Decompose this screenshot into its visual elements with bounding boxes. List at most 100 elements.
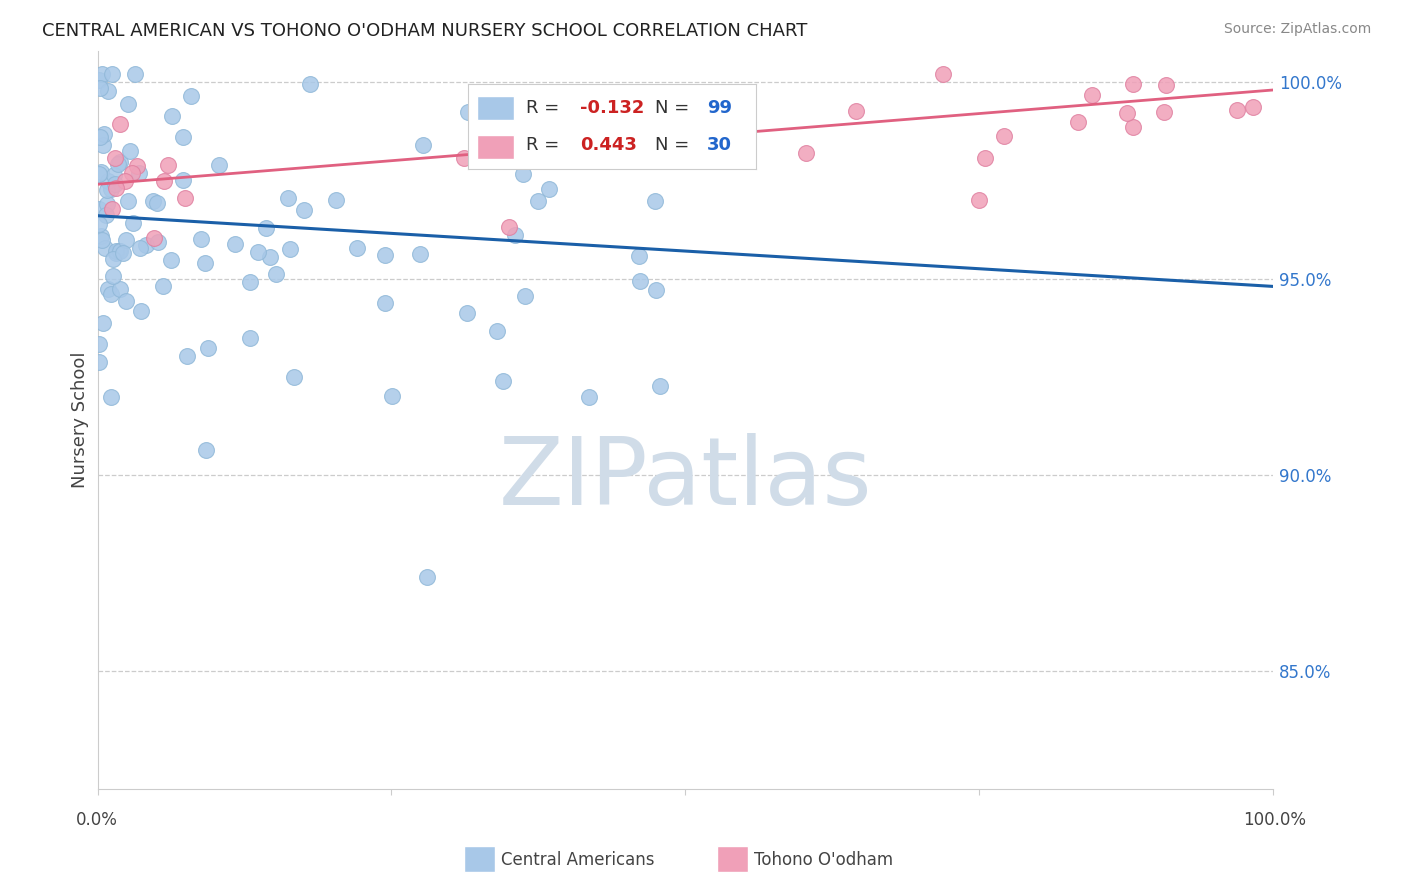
Point bbox=[121, 166, 143, 180]
Point bbox=[537, 181, 560, 195]
Point bbox=[100, 286, 122, 301]
Point bbox=[87, 355, 110, 369]
Point bbox=[512, 167, 534, 181]
Point bbox=[1115, 106, 1137, 120]
Point bbox=[117, 194, 139, 208]
Point bbox=[153, 174, 176, 188]
Point bbox=[105, 246, 128, 260]
Point bbox=[845, 103, 868, 118]
Point bbox=[160, 109, 183, 123]
Point bbox=[527, 194, 550, 208]
Point bbox=[172, 173, 194, 187]
Point bbox=[112, 246, 135, 260]
Text: Central Americans: Central Americans bbox=[501, 851, 654, 869]
Point bbox=[89, 130, 111, 145]
Text: 100.0%: 100.0% bbox=[1243, 812, 1306, 830]
Point bbox=[110, 244, 132, 258]
Y-axis label: Nursery School: Nursery School bbox=[72, 351, 89, 488]
Point bbox=[993, 129, 1015, 144]
Point bbox=[457, 104, 479, 119]
Point bbox=[294, 202, 316, 217]
Point bbox=[96, 197, 118, 211]
Point bbox=[114, 174, 136, 188]
Point bbox=[129, 304, 152, 318]
Point bbox=[117, 97, 139, 112]
Point bbox=[101, 268, 124, 283]
Point bbox=[145, 196, 167, 211]
Point bbox=[176, 349, 198, 363]
Point bbox=[87, 167, 110, 181]
Point bbox=[89, 336, 111, 351]
Point bbox=[239, 275, 262, 289]
Point bbox=[90, 233, 112, 247]
Point bbox=[108, 155, 131, 169]
Point bbox=[456, 306, 478, 320]
Point bbox=[1122, 77, 1144, 91]
Point bbox=[160, 252, 183, 267]
Text: CENTRAL AMERICAN VS TOHONO O'ODHAM NURSERY SCHOOL CORRELATION CHART: CENTRAL AMERICAN VS TOHONO O'ODHAM NURSE… bbox=[42, 22, 807, 40]
Point bbox=[1153, 105, 1175, 120]
Point bbox=[194, 256, 217, 270]
Point bbox=[1154, 78, 1177, 92]
Point bbox=[416, 570, 439, 584]
Point bbox=[97, 84, 120, 98]
Point bbox=[412, 137, 434, 152]
Point bbox=[104, 244, 127, 259]
Point bbox=[346, 241, 368, 255]
Point bbox=[208, 158, 231, 172]
Point bbox=[254, 221, 277, 235]
Point bbox=[91, 316, 114, 330]
Point bbox=[409, 246, 432, 260]
Point bbox=[91, 67, 114, 81]
Point bbox=[578, 390, 600, 404]
Point bbox=[381, 389, 404, 403]
Point bbox=[90, 165, 112, 179]
Point bbox=[283, 369, 305, 384]
Point bbox=[101, 252, 124, 266]
Point bbox=[152, 279, 174, 293]
Point bbox=[96, 184, 118, 198]
Point bbox=[325, 193, 347, 207]
Point bbox=[172, 130, 194, 145]
Point bbox=[87, 73, 110, 87]
Point bbox=[969, 193, 991, 207]
Point bbox=[104, 151, 127, 165]
Point bbox=[453, 151, 475, 165]
Point bbox=[101, 67, 124, 81]
Point bbox=[89, 81, 111, 95]
Point bbox=[648, 379, 671, 393]
Point bbox=[278, 242, 301, 256]
Point bbox=[157, 159, 180, 173]
Point bbox=[628, 274, 651, 288]
Point bbox=[114, 233, 136, 247]
Point bbox=[94, 208, 117, 222]
Point bbox=[1067, 115, 1090, 129]
Point bbox=[1081, 88, 1104, 103]
Point bbox=[581, 135, 603, 149]
Point bbox=[89, 202, 111, 216]
Point bbox=[197, 341, 219, 355]
Text: ZIPatlas: ZIPatlas bbox=[499, 434, 872, 525]
Point bbox=[503, 228, 526, 243]
Point bbox=[103, 168, 125, 182]
Point bbox=[513, 289, 536, 303]
Point bbox=[124, 67, 146, 81]
Point bbox=[143, 231, 166, 245]
Point bbox=[100, 182, 122, 196]
Point bbox=[110, 282, 132, 296]
Point bbox=[118, 144, 141, 158]
Point bbox=[932, 67, 955, 81]
Point bbox=[246, 245, 269, 260]
Point bbox=[195, 442, 218, 457]
Point bbox=[492, 374, 515, 388]
Point bbox=[374, 248, 396, 262]
Point bbox=[100, 390, 122, 404]
Point bbox=[546, 146, 568, 161]
Point bbox=[93, 127, 115, 141]
Point bbox=[128, 241, 150, 255]
Point bbox=[107, 157, 129, 171]
Point bbox=[128, 166, 150, 180]
Point bbox=[224, 236, 246, 251]
Point bbox=[264, 268, 287, 282]
Point bbox=[1241, 100, 1264, 114]
